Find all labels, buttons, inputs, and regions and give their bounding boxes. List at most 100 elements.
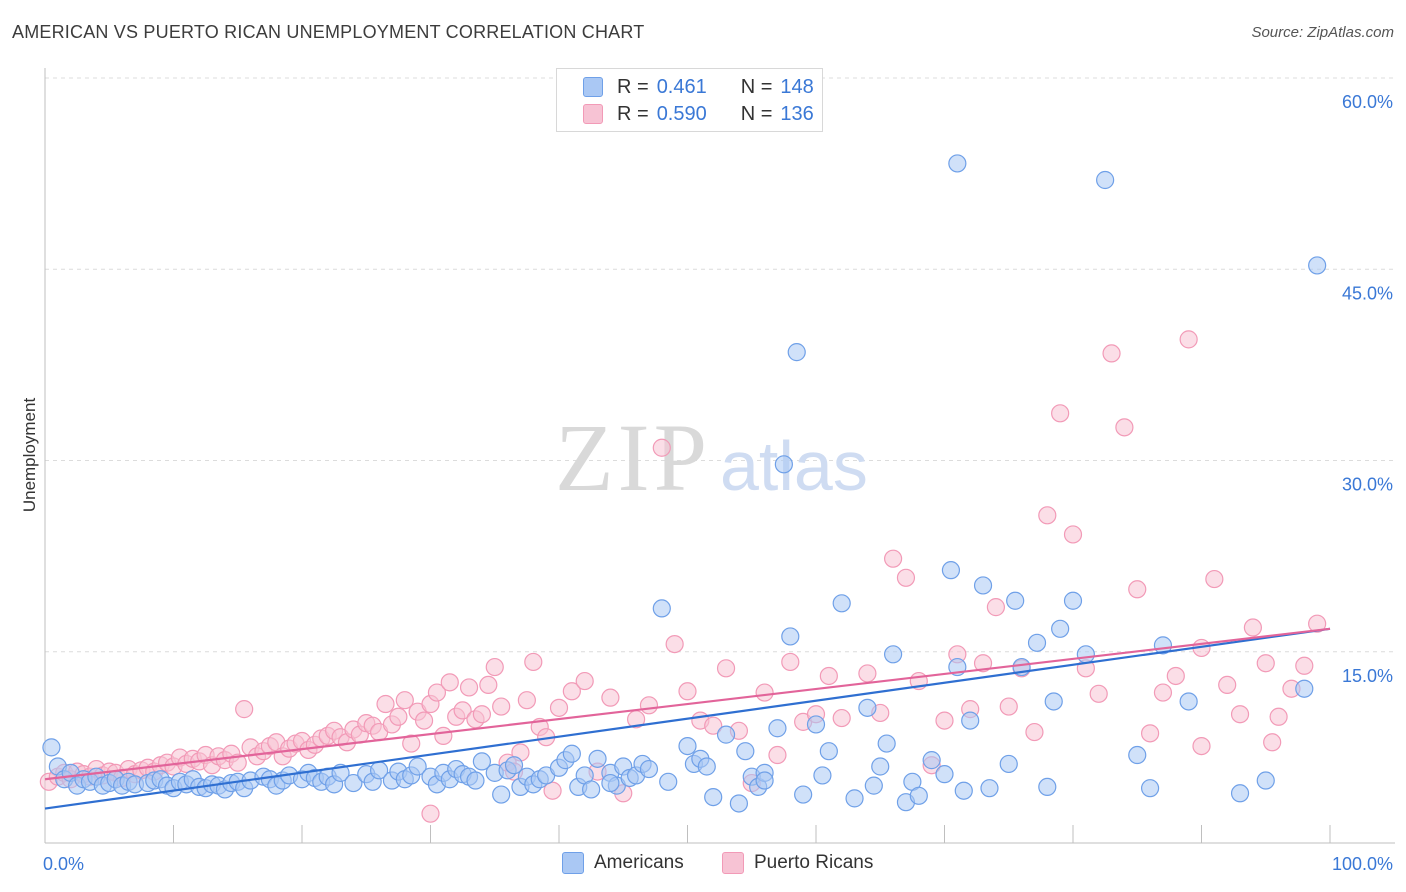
americans-point xyxy=(704,787,723,807)
americans-point xyxy=(1230,784,1250,803)
puerto-ricans-point xyxy=(639,696,659,715)
americans-point xyxy=(768,719,787,738)
legend-n-value: 148 xyxy=(780,75,814,98)
americans-point xyxy=(961,711,980,730)
americans-point xyxy=(999,754,1018,774)
americans-point xyxy=(1044,692,1063,711)
y-axis-title: Unemployment xyxy=(20,397,39,513)
puerto-ricans-point xyxy=(543,781,562,800)
legend-swatch-puerto-ricans xyxy=(583,104,603,124)
watermark-zip: ZIP xyxy=(555,404,711,511)
puerto-ricans-point xyxy=(1063,525,1083,544)
americans-point xyxy=(864,776,883,795)
puerto-ricans-point xyxy=(472,705,491,724)
puerto-ricans-point xyxy=(973,654,993,673)
puerto-ricans-point xyxy=(999,697,1018,716)
americans-point xyxy=(472,752,491,771)
puerto-ricans-point xyxy=(1205,569,1224,589)
puerto-ricans-point xyxy=(1243,618,1263,637)
americans-point xyxy=(588,749,607,768)
puerto-ricans-point xyxy=(832,708,851,728)
bottom-legend-americans: Americans xyxy=(562,852,684,874)
americans-point xyxy=(973,576,993,595)
puerto-ricans-point xyxy=(665,634,684,654)
x-tick-label: 0.0% xyxy=(43,854,84,874)
puerto-ricans-point xyxy=(389,707,408,726)
puerto-ricans-point xyxy=(601,688,620,707)
y-tick-label: 30.0% xyxy=(1342,475,1393,495)
puerto-ricans-point xyxy=(1153,683,1173,702)
puerto-ricans-point xyxy=(1295,656,1314,675)
puerto-ricans-trend-line xyxy=(44,627,1331,781)
puerto-ricans-point xyxy=(678,682,697,701)
puerto-ricans-point xyxy=(1102,344,1121,363)
americans-point xyxy=(504,756,524,775)
bottom-legend-puerto-ricans: Puerto Ricans xyxy=(722,852,873,874)
puerto-ricans-point xyxy=(228,753,247,772)
americans-point xyxy=(601,773,620,793)
chart-title: AMERICAN VS PUERTO RICAN UNEMPLOYMENT CO… xyxy=(12,22,645,42)
puerto-ricans-point xyxy=(935,711,954,730)
americans-point xyxy=(652,599,671,618)
puerto-ricans-point xyxy=(575,671,594,691)
bottom-legend-swatch-puerto-ricans xyxy=(722,852,744,874)
legend-r-label: R = xyxy=(617,102,649,125)
americans-point xyxy=(1179,692,1198,711)
puerto-ricans-point xyxy=(1115,418,1134,437)
puerto-ricans-point xyxy=(986,598,1006,617)
americans-point xyxy=(678,736,697,756)
puerto-ricans-point xyxy=(768,745,787,765)
puerto-ricans-point xyxy=(1089,684,1108,703)
puerto-ricans-point xyxy=(1166,666,1185,686)
puerto-ricans-point xyxy=(1038,506,1057,525)
americans-point xyxy=(466,771,485,790)
bottom-legend-label-puerto-ricans: Puerto Ricans xyxy=(754,852,874,873)
americans-point xyxy=(1256,771,1275,790)
americans-point xyxy=(980,779,999,798)
puerto-ricans-point xyxy=(395,691,414,710)
americans-point xyxy=(492,785,511,804)
americans-point xyxy=(1063,591,1083,610)
americans-point xyxy=(408,757,427,776)
americans-point xyxy=(729,794,749,813)
americans-point xyxy=(941,561,961,580)
puerto-ricans-point xyxy=(755,683,774,702)
trend-lines xyxy=(44,627,1331,810)
puerto-ricans-point xyxy=(549,698,569,717)
puerto-ricans-point xyxy=(235,700,254,719)
americans-point xyxy=(883,645,903,664)
americans-point xyxy=(755,771,774,790)
puerto-ricans-point xyxy=(896,568,916,587)
americans-point xyxy=(845,789,864,808)
legend-row-americans: R = 0.461 N = 148 xyxy=(583,75,814,99)
puerto-ricans-point xyxy=(1140,724,1160,743)
americans-point xyxy=(877,734,896,753)
americans-point xyxy=(774,455,793,474)
americans-point xyxy=(562,744,581,763)
americans-point xyxy=(935,765,954,784)
americans-point xyxy=(1027,633,1047,652)
americans-point xyxy=(819,742,838,761)
legend-r-value: 0.461 xyxy=(656,75,707,98)
puerto-ricans-point xyxy=(883,549,903,568)
axes xyxy=(44,68,1395,844)
americans-point xyxy=(1295,679,1314,698)
puerto-ricans-point xyxy=(453,701,472,720)
puerto-ricans-point xyxy=(492,697,511,716)
watermark-atlas: atlas xyxy=(720,427,868,505)
americans-point xyxy=(948,154,967,173)
puerto-ricans-point xyxy=(1256,654,1275,673)
americans-point xyxy=(1076,645,1095,664)
puerto-ricans-point xyxy=(421,804,440,823)
americans-point xyxy=(1128,745,1147,765)
watermark: ZIP atlas xyxy=(555,404,868,511)
puerto-ricans-point xyxy=(1128,580,1147,599)
americans-point xyxy=(582,780,601,799)
americans-point xyxy=(1140,779,1160,798)
bottom-legend-label-americans: Americans xyxy=(594,852,684,873)
puerto-ricans-point xyxy=(524,652,543,672)
puerto-ricans-point xyxy=(781,652,800,672)
y-tick-label: 60.0% xyxy=(1342,92,1393,112)
puerto-ricans-point xyxy=(1218,675,1237,695)
americans-point xyxy=(639,759,659,779)
